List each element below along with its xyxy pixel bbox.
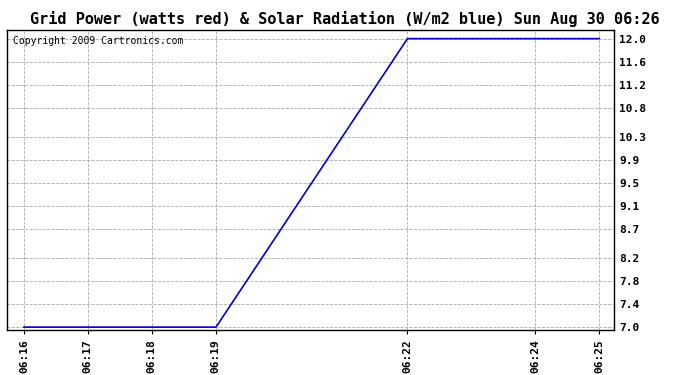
Text: Copyright 2009 Cartronics.com: Copyright 2009 Cartronics.com xyxy=(13,36,184,46)
Text: Grid Power (watts red) & Solar Radiation (W/m2 blue) Sun Aug 30 06:26: Grid Power (watts red) & Solar Radiation… xyxy=(30,11,660,27)
